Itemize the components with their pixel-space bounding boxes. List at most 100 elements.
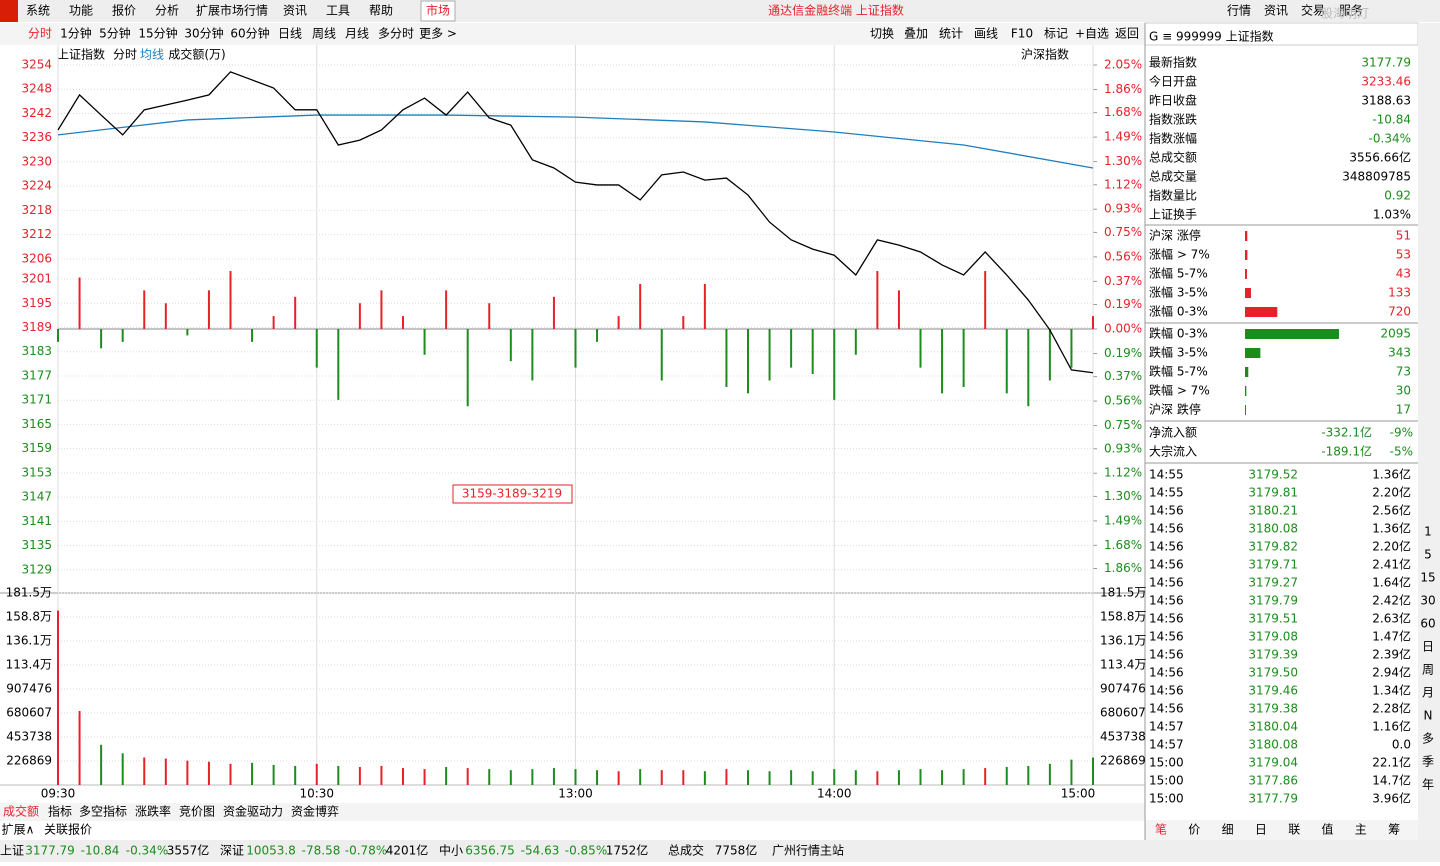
vol-tick-label: 158.8万 bbox=[6, 610, 52, 624]
side-button[interactable]: 周 bbox=[1422, 663, 1434, 677]
period-button[interactable]: 30分钟 bbox=[184, 26, 223, 41]
status-item: -10.84 bbox=[81, 844, 120, 858]
vol-tick-label: 158.8万 bbox=[1100, 610, 1146, 624]
menu-button[interactable]: 行情 bbox=[1227, 4, 1251, 18]
period-button[interactable]: 1分钟 bbox=[60, 26, 92, 41]
chart-tab[interactable]: 资金驱动力 bbox=[223, 804, 283, 819]
breadth-count: 43 bbox=[1396, 267, 1411, 281]
period-button[interactable]: 5分钟 bbox=[99, 26, 131, 41]
vol-tick-label: 113.4万 bbox=[1100, 658, 1146, 672]
tick-price: 3179.04 bbox=[1248, 756, 1298, 770]
status-item: 广州行情主站 bbox=[772, 844, 844, 858]
quote-tab[interactable]: 日 bbox=[1255, 823, 1267, 837]
side-button[interactable]: 月 bbox=[1422, 686, 1434, 700]
side-button[interactable]: 1 bbox=[1424, 525, 1432, 539]
y-tick-label: 3236 bbox=[21, 130, 52, 144]
status-item: 中小 bbox=[439, 843, 463, 858]
menu-item[interactable]: 扩展市场行情 bbox=[196, 3, 268, 18]
side-button[interactable]: 15 bbox=[1420, 571, 1435, 585]
period-button[interactable]: 15分钟 bbox=[138, 26, 177, 41]
sub-tab[interactable]: 扩展∧ bbox=[2, 823, 35, 837]
side-button[interactable]: 季 bbox=[1422, 755, 1434, 769]
pct-tick-label: 0.75% bbox=[1104, 225, 1142, 239]
quote-tab[interactable]: 主 bbox=[1355, 823, 1367, 837]
chart-tab[interactable]: 成交额 bbox=[3, 804, 39, 819]
side-button[interactable]: 日 bbox=[1422, 640, 1434, 654]
annotation-box bbox=[452, 484, 573, 504]
quote-tab[interactable]: 值 bbox=[1321, 822, 1333, 837]
menu-item[interactable]: 工具 bbox=[326, 4, 350, 18]
side-button[interactable]: 30 bbox=[1420, 594, 1435, 608]
period-button[interactable]: 月线 bbox=[345, 27, 369, 41]
chart-tab[interactable]: 指标 bbox=[48, 804, 72, 819]
period-button[interactable]: 60分钟 bbox=[230, 26, 269, 41]
menu-item[interactable]: 帮助 bbox=[369, 4, 393, 18]
period-button[interactable]: 周线 bbox=[312, 27, 336, 41]
flow-pct: -9% bbox=[1390, 426, 1413, 440]
y-tick-label: 3195 bbox=[21, 296, 52, 310]
action-button[interactable]: 切换 bbox=[870, 27, 894, 41]
status-item: -54.63 bbox=[521, 844, 560, 858]
menu-item[interactable]: 资讯 bbox=[283, 4, 307, 18]
side-button[interactable]: 60 bbox=[1420, 617, 1435, 631]
quote-tab[interactable]: 联 bbox=[1288, 823, 1300, 837]
side-button[interactable]: 年 bbox=[1422, 778, 1434, 792]
side-button[interactable]: N bbox=[1424, 709, 1433, 723]
breadth-label: 涨幅 5-7% bbox=[1149, 266, 1208, 281]
action-button[interactable]: 画线 bbox=[974, 27, 998, 41]
period-button[interactable]: 更多 > bbox=[419, 27, 457, 41]
side-button[interactable]: 多 bbox=[1422, 732, 1434, 746]
tick-amount: 14.7亿 bbox=[1372, 773, 1411, 788]
period-button[interactable]: 日线 bbox=[278, 27, 302, 41]
chart-tab[interactable]: 竞价图 bbox=[179, 805, 215, 819]
chart-tab[interactable]: 多空指标 bbox=[79, 804, 127, 819]
action-button[interactable]: 叠加 bbox=[904, 27, 928, 41]
chart-tab[interactable]: 涨跌率 bbox=[135, 804, 171, 819]
tick-time: 14:55 bbox=[1149, 468, 1184, 482]
menu-button[interactable]: 资讯 bbox=[1264, 4, 1288, 18]
pct-tick-label: 0.37% bbox=[1104, 274, 1142, 288]
vol-tick-label: 113.4万 bbox=[6, 658, 52, 672]
tick-time: 14:56 bbox=[1149, 576, 1184, 590]
tick-price: 3179.46 bbox=[1248, 684, 1298, 698]
quote-tab[interactable]: 笔 bbox=[1155, 822, 1167, 837]
tick-amount: 2.94亿 bbox=[1372, 665, 1411, 680]
action-button[interactable]: 统计 bbox=[939, 27, 963, 41]
period-button[interactable]: 分时 bbox=[28, 27, 52, 41]
pct-tick-label: 1.30% bbox=[1104, 489, 1142, 503]
status-item: -0.85% bbox=[565, 844, 607, 858]
menu-item[interactable]: 报价 bbox=[112, 3, 136, 18]
tick-time: 14:57 bbox=[1149, 738, 1184, 752]
quote-tab[interactable]: 细 bbox=[1222, 823, 1234, 837]
quote-label: 指数涨幅 bbox=[1149, 131, 1197, 146]
vol-tick-label: 136.1万 bbox=[1100, 634, 1146, 648]
pct-tick-label: 1.86% bbox=[1104, 561, 1142, 575]
pct-tick-label: 1.12% bbox=[1104, 177, 1142, 191]
window-title: 通达信金融终端 上证指数 bbox=[768, 3, 904, 18]
menu-item[interactable]: 分析 bbox=[155, 4, 179, 18]
menu-button[interactable]: 服务 bbox=[1339, 3, 1363, 18]
menu-button[interactable]: 交易 bbox=[1301, 3, 1325, 18]
y-tick-label: 3135 bbox=[21, 538, 52, 552]
side-button[interactable]: 5 bbox=[1424, 548, 1432, 562]
tick-price: 3180.21 bbox=[1248, 504, 1298, 518]
menu-item[interactable]: 系统 bbox=[26, 4, 50, 18]
market-tab-label[interactable]: 市场 bbox=[426, 3, 450, 18]
tick-time: 15:00 bbox=[1149, 774, 1184, 788]
quote-tab[interactable]: 筹 bbox=[1388, 823, 1400, 837]
menu-item[interactable]: 功能 bbox=[69, 4, 93, 18]
pct-tick-label: 0.93% bbox=[1104, 202, 1142, 216]
action-button[interactable]: 标记 bbox=[1044, 27, 1068, 41]
vol-tick-label: 181.5万 bbox=[1100, 586, 1146, 600]
period-button[interactable]: 多分时 bbox=[378, 27, 414, 41]
breadth-count-bar bbox=[1245, 367, 1249, 377]
tick-price: 3179.51 bbox=[1248, 612, 1298, 626]
sub-tab[interactable]: 关联报价 bbox=[44, 822, 92, 837]
chart-tab[interactable]: 资金博弈 bbox=[291, 804, 339, 819]
quote-label: 总成交额 bbox=[1149, 150, 1197, 165]
action-button[interactable]: F10 bbox=[1011, 27, 1033, 41]
quote-tab[interactable]: 价 bbox=[1188, 823, 1200, 837]
tick-amount: 0.0 bbox=[1392, 738, 1411, 752]
action-button[interactable]: +自选 bbox=[1075, 27, 1109, 41]
action-button[interactable]: 返回 bbox=[1115, 27, 1139, 41]
